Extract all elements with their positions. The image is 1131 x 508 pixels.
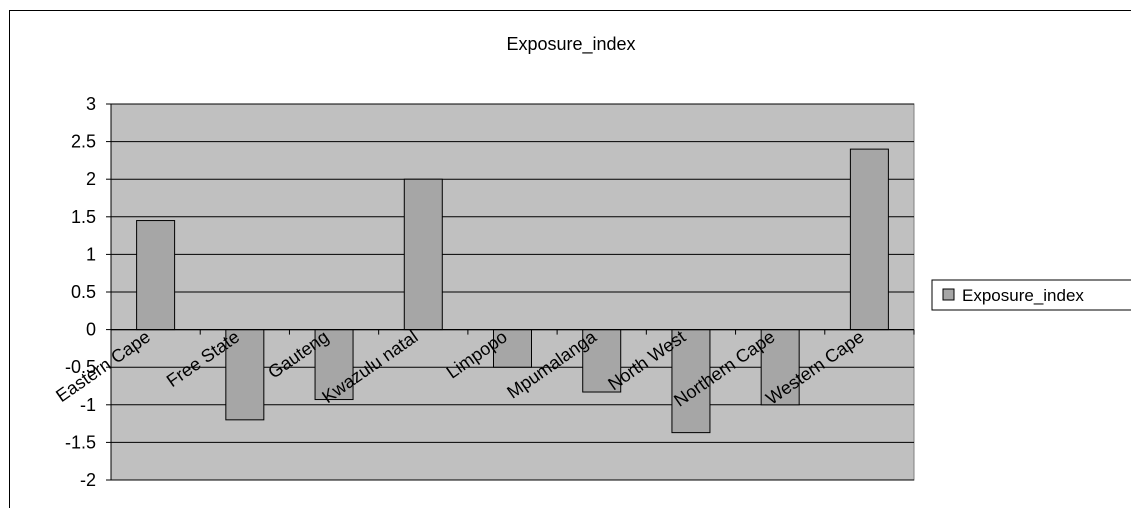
bar xyxy=(849,148,889,331)
y-tick-label: 3 xyxy=(86,94,96,114)
y-tick-label: 1.5 xyxy=(71,207,96,227)
y-tick-label: -1.5 xyxy=(65,432,96,452)
bar xyxy=(760,329,800,406)
y-tick-label: 2.5 xyxy=(71,132,96,152)
y-tick-label: -2 xyxy=(80,470,96,490)
chart-title: Exposure_index xyxy=(506,34,635,55)
bar xyxy=(225,329,265,421)
y-tick-label: -1 xyxy=(80,395,96,415)
bars xyxy=(136,148,889,434)
bar xyxy=(136,220,176,331)
bar xyxy=(671,329,711,434)
bar xyxy=(314,329,354,401)
bar xyxy=(582,329,622,393)
legend-label: Exposure_index xyxy=(962,286,1084,305)
bar xyxy=(403,178,443,331)
y-tick-labels: 3 2.5 2 1.5 1 0.5 0 -0.5 -1 -1.5 -2 xyxy=(65,94,96,490)
axes xyxy=(110,104,915,480)
y-tick-label: 2 xyxy=(86,169,96,189)
y-tick-label: -0.5 xyxy=(65,357,96,377)
chart-frame xyxy=(9,10,1131,508)
y-tick-label: 0.5 xyxy=(71,282,96,302)
y-tick-label: 1 xyxy=(86,244,96,264)
legend-box xyxy=(931,279,1131,311)
legend-swatch xyxy=(942,288,955,301)
legend: Exposure_index xyxy=(931,279,1131,311)
bar xyxy=(493,329,532,368)
y-tick-label: 0 xyxy=(86,320,96,340)
